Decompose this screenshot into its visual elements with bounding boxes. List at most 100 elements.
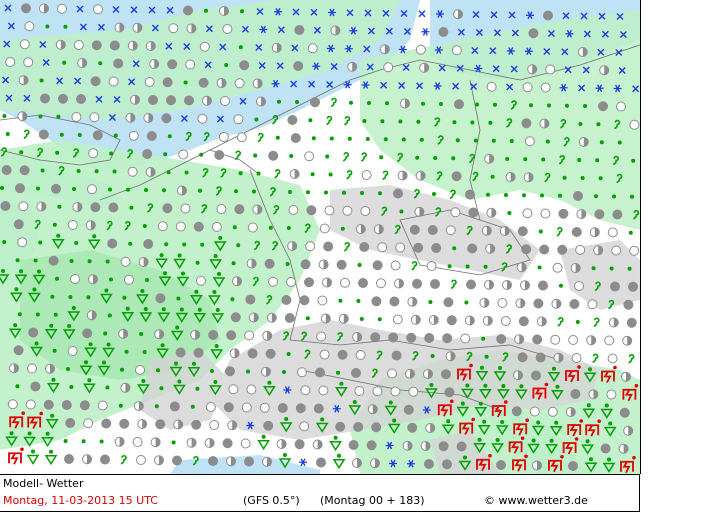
cloud-cover-symbol — [319, 223, 330, 234]
rain-dot — [156, 368, 160, 373]
cloud-cover-symbol — [241, 402, 252, 413]
drizzle-comma — [394, 224, 401, 235]
cloud-cover-symbol — [1, 165, 12, 175]
drizzle-comma — [336, 331, 343, 342]
rain-shower-symbol — [170, 325, 184, 341]
drizzle-comma — [215, 186, 222, 196]
rain-shower-symbol — [551, 384, 564, 401]
cloud-cover-symbol — [205, 402, 216, 412]
drizzle-comma — [330, 97, 337, 108]
rain-dot — [598, 176, 603, 181]
cloud-cover-symbol — [234, 78, 245, 89]
rain-dot — [583, 104, 587, 108]
rain-dot — [62, 60, 67, 65]
thunderstorm-symbol — [585, 419, 601, 437]
rain-dot — [415, 155, 420, 160]
cloud-cover-symbol — [482, 315, 493, 326]
rain-dot — [0, 186, 4, 190]
rain-shower-symbol — [495, 420, 509, 436]
thunderstorm-symbol — [620, 455, 636, 474]
cloud-cover-symbol — [460, 333, 471, 344]
drizzle-comma — [411, 260, 418, 271]
rain-dot — [39, 78, 44, 83]
cloud-cover-symbol — [128, 130, 139, 141]
cloud-cover-symbol — [574, 281, 584, 291]
cloud-cover-symbol — [87, 184, 97, 195]
snow-cross — [490, 11, 498, 19]
drizzle-comma — [274, 168, 281, 179]
rain-shower-symbol — [213, 236, 227, 252]
rain-shower-symbol — [279, 417, 293, 433]
cloud-cover-symbol — [342, 205, 353, 216]
drizzle-comma — [282, 331, 289, 341]
snow-cross — [456, 64, 464, 72]
drizzle-comma — [253, 240, 260, 251]
snow-star — [246, 421, 255, 430]
cloud-cover-symbol — [351, 368, 361, 378]
cloud-cover-symbol — [496, 334, 507, 344]
cloud-cover-symbol — [600, 443, 611, 454]
rain-dot — [473, 138, 478, 143]
rain-shower-symbol — [581, 439, 594, 455]
rain-dot — [105, 385, 110, 390]
cloud-cover-symbol — [366, 440, 377, 451]
cloud-cover-symbol — [24, 21, 35, 32]
cloud-cover-symbol — [441, 369, 451, 380]
rain-shower-symbol — [384, 400, 398, 416]
rain-dot — [540, 193, 544, 198]
rain-dot — [541, 157, 546, 162]
cloud-cover-symbol — [415, 44, 426, 55]
rain-dot — [617, 140, 622, 145]
cloud-cover-symbol — [168, 23, 179, 34]
cloud-cover-symbol — [570, 389, 581, 399]
rain-shower-symbol — [0, 269, 10, 285]
rain-dot — [347, 136, 352, 141]
cloud-cover-symbol — [623, 299, 634, 310]
thunderstorm-symbol — [532, 382, 549, 400]
cloud-cover-symbol — [79, 400, 90, 411]
rain-dot — [305, 316, 310, 321]
cloud-cover-symbol — [18, 201, 29, 212]
cloud-cover-symbol — [515, 298, 526, 309]
rain-dot — [162, 188, 166, 193]
cloud-cover-symbol — [465, 189, 475, 200]
snow-cross — [4, 4, 12, 12]
rain-dot — [53, 312, 58, 317]
rain-shower-symbol — [547, 366, 561, 383]
rain-shower-symbol — [137, 379, 150, 395]
drizzle-comma — [628, 353, 635, 364]
rain-dot — [433, 156, 438, 160]
rain-shower-symbol — [531, 420, 545, 436]
rain-shower-symbol — [329, 435, 342, 452]
drizzle-comma — [326, 115, 333, 126]
cloud-cover-symbol — [409, 224, 420, 235]
snow-cross — [180, 115, 188, 122]
cloud-cover-symbol — [392, 314, 403, 325]
cloud-cover-symbol — [390, 386, 401, 397]
cloud-cover-symbol — [316, 457, 326, 468]
drizzle-comma — [344, 115, 351, 126]
snow-cross — [416, 82, 424, 90]
cloud-cover-symbol — [107, 238, 118, 249]
cloud-cover-symbol — [552, 262, 563, 273]
rain-dot — [81, 439, 86, 444]
cloud-cover-symbol — [268, 150, 279, 161]
rain-dot — [87, 259, 92, 264]
cloud-cover-symbol — [402, 440, 413, 451]
cloud-cover-symbol — [186, 23, 197, 34]
cloud-cover-symbol — [307, 43, 318, 54]
cloud-cover-symbol — [218, 132, 229, 142]
rain-shower-symbol — [211, 308, 225, 324]
cloud-cover-symbol — [36, 201, 47, 212]
rain-dot — [113, 133, 118, 138]
cloud-cover-symbol — [234, 204, 245, 215]
cloud-cover-symbol — [186, 437, 197, 448]
cloud-cover-symbol — [264, 258, 275, 269]
rain-dot — [195, 260, 200, 265]
rain-shower-symbol — [173, 253, 186, 269]
cloud-cover-symbol — [229, 348, 240, 359]
rain-dot — [38, 240, 43, 245]
credit-link[interactable]: © www.wetter3.de — [484, 494, 588, 507]
cloud-cover-symbol — [320, 313, 331, 324]
snow-cross — [330, 63, 338, 70]
